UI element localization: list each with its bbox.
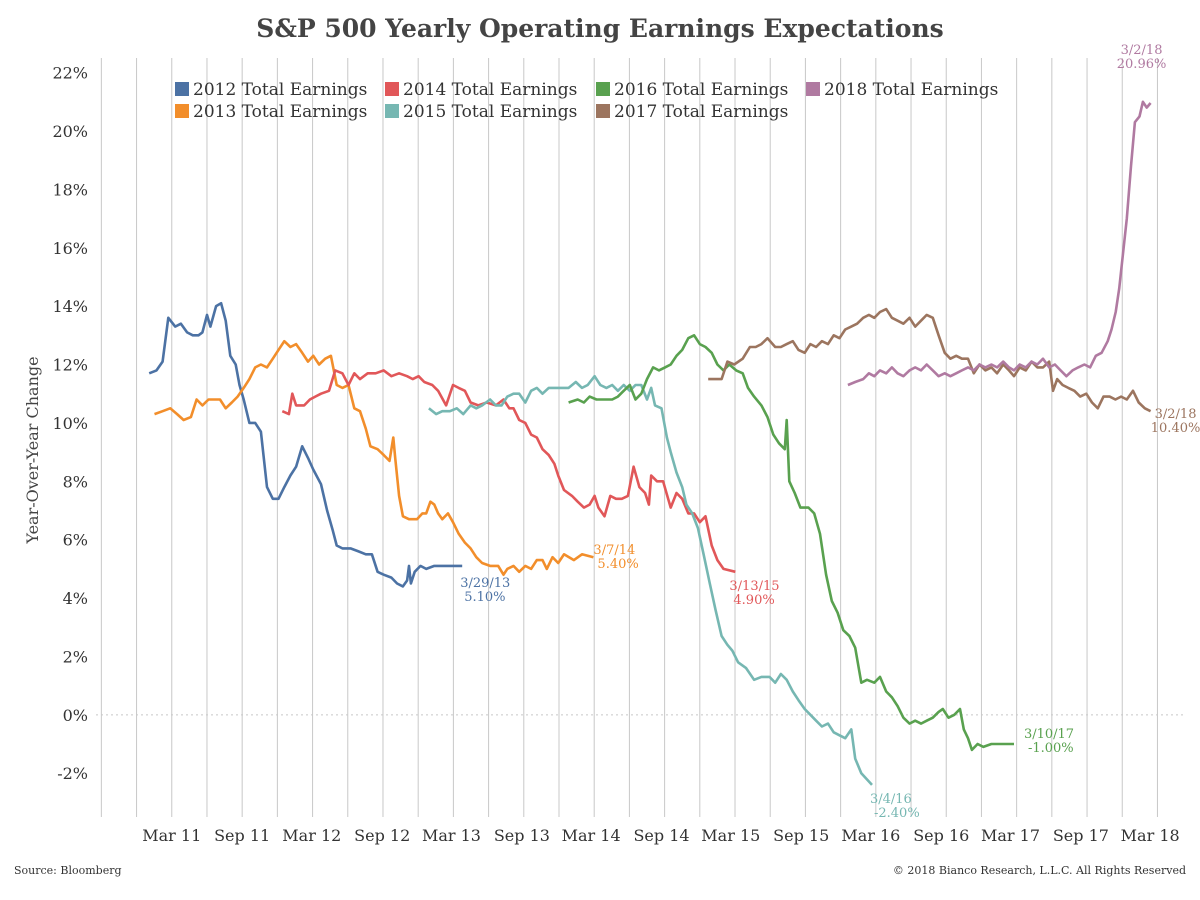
series-layer [148, 100, 1152, 786]
legend-item: 2013 Total Earnings [175, 102, 367, 122]
annotation-date: 3/4/16 [870, 792, 912, 807]
legend-item: 2018 Total Earnings [806, 80, 998, 100]
y-tick-label: 6% [63, 531, 88, 550]
y-tick-label: 22% [52, 64, 88, 83]
y-tick-label: 16% [52, 239, 88, 258]
end-annotation: 3/7/145.40% [593, 543, 638, 572]
annotation-date: 3/13/15 [729, 579, 779, 594]
x-tick-label: Mar 13 [422, 826, 481, 845]
legend-item: 2016 Total Earnings [596, 80, 788, 100]
annotation-date: 3/29/13 [460, 576, 510, 591]
series-line-2016 [568, 333, 1014, 752]
x-tick-label: Sep 11 [214, 826, 270, 845]
end-annotation: 3/13/154.90% [729, 579, 779, 608]
x-tick-label: Mar 12 [282, 826, 341, 845]
series-line-2017 [708, 307, 1152, 413]
legend-label: 2012 Total Earnings [193, 80, 367, 100]
legend-label: 2017 Total Earnings [614, 102, 788, 122]
y-tick-label: 4% [63, 589, 88, 608]
legend-item: 2014 Total Earnings [385, 80, 577, 100]
legend-swatch [175, 104, 189, 118]
annotation-value: 10.40% [1151, 421, 1200, 436]
x-tick-label: Sep 17 [1053, 826, 1109, 845]
legend-label: 2013 Total Earnings [193, 102, 367, 122]
y-tick-label: 20% [52, 122, 88, 141]
legend-label: 2015 Total Earnings [403, 102, 577, 122]
annotation-value: 5.40% [597, 557, 638, 572]
legend-swatch [175, 82, 189, 96]
copyright-note: © 2018 Bianco Research, L.L.C. All Right… [892, 864, 1186, 877]
legend-item: 2012 Total Earnings [175, 80, 367, 100]
x-tick-label: Sep 15 [773, 826, 829, 845]
x-tick-label: Sep 13 [494, 826, 550, 845]
x-tick-label: Sep 14 [633, 826, 689, 845]
legend-item: 2017 Total Earnings [596, 102, 788, 122]
series-line-2015 [428, 374, 873, 786]
grid-layer [96, 58, 1185, 817]
end-annotation: 3/29/135.10% [460, 576, 510, 605]
annotation-date: 3/10/17 [1024, 727, 1074, 742]
annotations: 3/29/135.10% 3/7/145.40% 3/13/154.90% 3/4/1… [460, 43, 1200, 821]
end-annotation: 3/10/17-1.00% [1024, 727, 1074, 756]
y-tick-label: 8% [63, 472, 88, 491]
x-tick-label: Sep 16 [913, 826, 969, 845]
annotation-value: 4.90% [733, 593, 774, 608]
end-annotation: 3/4/16-2.40% [870, 792, 920, 821]
legend-label: 2018 Total Earnings [824, 80, 998, 100]
y-tick-label: 10% [52, 414, 88, 433]
x-tick-label: Mar 16 [841, 826, 900, 845]
y-tick-label: -2% [57, 764, 88, 783]
annotation-value: -2.40% [874, 806, 920, 821]
legend-swatch [385, 104, 399, 118]
annotation-value: -1.00% [1028, 741, 1074, 756]
x-tick-label: Mar 18 [1121, 826, 1180, 845]
legend-label: 2014 Total Earnings [403, 80, 577, 100]
series-line-2014 [281, 369, 736, 574]
legend-swatch [596, 104, 610, 118]
x-tick-label: Mar 11 [142, 826, 201, 845]
series-line-2018 [847, 100, 1152, 387]
y-axis-label: Year-Over-Year Change [23, 356, 42, 544]
annotation-date: 3/2/18 [1121, 43, 1163, 58]
series-line-2013 [154, 339, 594, 577]
annotation-value: 20.96% [1117, 57, 1167, 72]
series-line-2012 [148, 301, 463, 588]
legend-item: 2015 Total Earnings [385, 102, 577, 122]
y-tick-label: 0% [63, 706, 88, 725]
annotation-value: 5.10% [464, 590, 505, 605]
legend-swatch [596, 82, 610, 96]
y-tick-label: 12% [52, 356, 88, 375]
x-tick-label: Sep 12 [354, 826, 410, 845]
annotation-date: 3/2/18 [1155, 407, 1197, 422]
chart-title: S&P 500 Yearly Operating Earnings Expect… [256, 14, 944, 43]
legend-label: 2016 Total Earnings [614, 80, 788, 100]
x-tick-label: Mar 15 [701, 826, 760, 845]
x-tick-label: Mar 17 [981, 826, 1040, 845]
legend-swatch [385, 82, 399, 96]
source-note: Source: Bloomberg [14, 864, 122, 877]
line-chart: -2% 0% 2% 4% 6% 8% 10% 12% 14% 16% 18% 20% 22% Mar 11… [23, 43, 1200, 845]
x-tick-label: Mar 14 [562, 826, 621, 845]
legend-swatch [806, 82, 820, 96]
annotation-date: 3/7/14 [593, 543, 635, 558]
y-tick-label: 2% [63, 647, 88, 666]
y-tick-label: 18% [52, 180, 88, 199]
axis-layer: -2% 0% 2% 4% 6% 8% 10% 12% 14% 16% 18% 20% 22% Mar 11… [52, 64, 1179, 845]
y-tick-label: 14% [52, 297, 88, 316]
